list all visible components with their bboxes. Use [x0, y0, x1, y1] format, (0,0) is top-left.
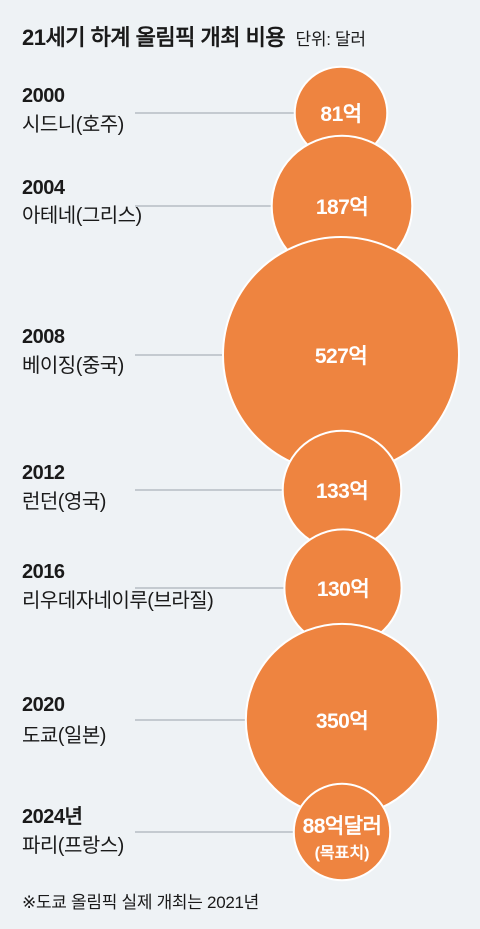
value-label: 81억: [320, 103, 361, 126]
city-label: 도쿄(일본): [22, 724, 106, 747]
city-label: 리우데자네이루(브라질): [22, 589, 213, 612]
bubble-2024년: [292, 782, 392, 882]
unit-label: 단위: 달러: [295, 30, 367, 49]
city-label: 아테네(그리스): [22, 204, 142, 227]
city-label: 파리(프랑스): [22, 834, 124, 857]
value-label: 130억: [317, 578, 369, 601]
value-sublabel: (목표치): [315, 844, 370, 862]
value-label: 88억달러: [303, 815, 382, 838]
chart-header: 21세기 하계 올림픽 개최 비용 단위: 달러: [22, 20, 366, 52]
year-label: 2016: [22, 561, 65, 583]
value-label: 187억: [316, 196, 368, 219]
year-label: 2000: [22, 85, 65, 107]
year-label: 2004: [22, 177, 66, 199]
year-label: 2008: [22, 326, 65, 348]
year-label: 2020: [22, 694, 65, 716]
year-label: 2012: [22, 462, 65, 484]
value-label: 133억: [316, 480, 368, 503]
city-label: 런던(영국): [22, 490, 106, 513]
chart-title: 21세기 하계 올림픽 개최 비용: [22, 25, 286, 50]
city-label: 시드니(호주): [22, 113, 124, 136]
value-label: 350억: [316, 710, 368, 733]
footnote: ※도쿄 올림픽 실제 개최는 2021년: [22, 893, 259, 912]
value-label: 527억: [315, 345, 367, 368]
city-label: 베이징(중국): [22, 354, 124, 377]
year-label: 2024년: [22, 805, 82, 828]
